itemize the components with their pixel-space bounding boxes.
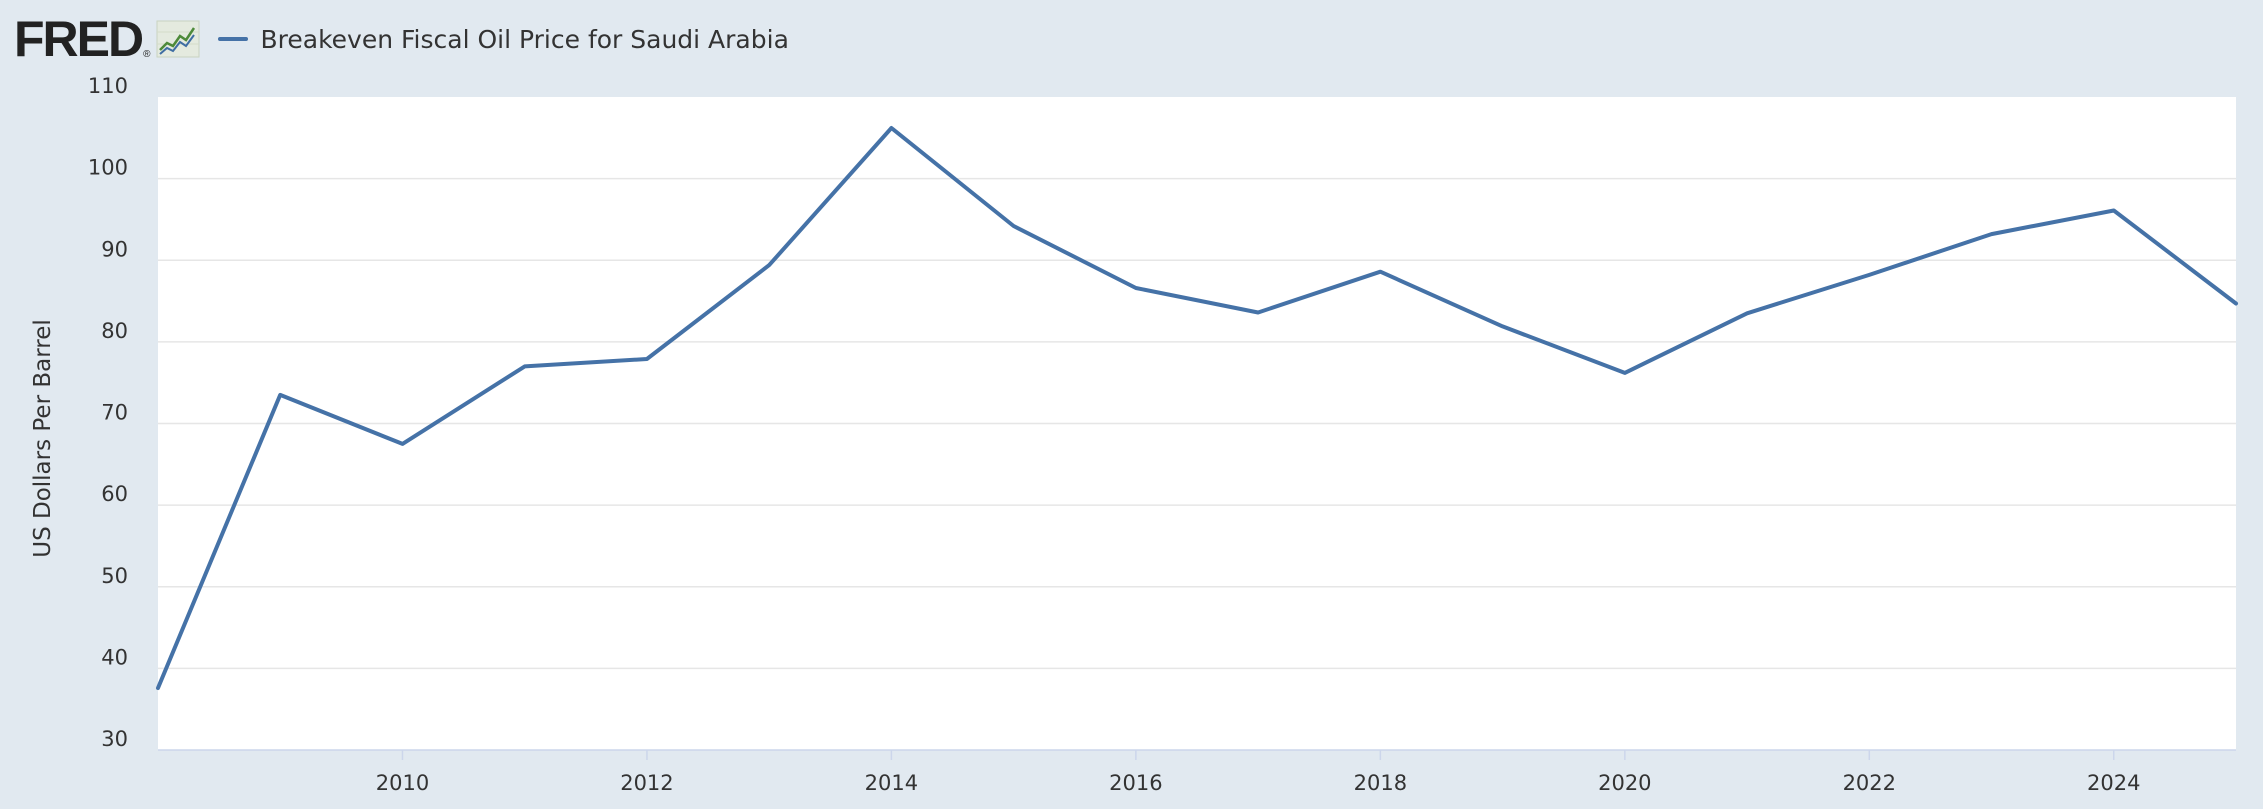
grid-lines bbox=[158, 177, 2236, 670]
series-line[interactable] bbox=[156, 126, 2238, 690]
registered-mark: ® bbox=[143, 49, 151, 60]
legend: Breakeven Fiscal Oil Price for Saudi Ara… bbox=[218, 24, 789, 54]
y-tick-label: 70 bbox=[101, 401, 128, 425]
legend-label: Breakeven Fiscal Oil Price for Saudi Ara… bbox=[260, 24, 789, 54]
y-tick-label: 110 bbox=[88, 74, 128, 98]
x-axis: 2010 2012 2014 2016 2018 2020 2022 2024 bbox=[158, 749, 2236, 795]
fred-wordmark: FRED bbox=[14, 11, 144, 67]
chart-line-icon bbox=[156, 20, 200, 58]
y-tick-label: 60 bbox=[101, 482, 128, 506]
series-layer bbox=[156, 126, 2238, 690]
x-tick-label: 2014 bbox=[865, 771, 918, 795]
x-tick-label: 2024 bbox=[2087, 771, 2140, 795]
y-tick-label: 80 bbox=[101, 319, 128, 343]
x-tick-label: 2022 bbox=[1843, 771, 1896, 795]
x-tick-label: 2010 bbox=[376, 771, 429, 795]
y-tick-label: 100 bbox=[88, 156, 128, 180]
legend-swatch bbox=[218, 37, 249, 41]
header: FRED ® Breakeven Fiscal Oil Price for Sa… bbox=[14, 14, 789, 64]
y-axis-title: US Dollars Per Barrel bbox=[30, 319, 56, 558]
y-tick-label: 40 bbox=[101, 645, 128, 669]
y-tick-label: 30 bbox=[101, 727, 128, 751]
y-tick-label: 50 bbox=[101, 564, 128, 588]
x-tick-label: 2018 bbox=[1354, 771, 1407, 795]
y-tick-label: 90 bbox=[101, 237, 128, 261]
x-tick-label: 2020 bbox=[1598, 771, 1651, 795]
fred-logo[interactable]: FRED ® bbox=[14, 14, 200, 64]
x-tick-label: 2012 bbox=[620, 771, 673, 795]
y-axis-tick-labels: 30 40 50 60 70 80 90 100 110 bbox=[88, 74, 128, 751]
x-tick-label: 2016 bbox=[1109, 771, 1162, 795]
